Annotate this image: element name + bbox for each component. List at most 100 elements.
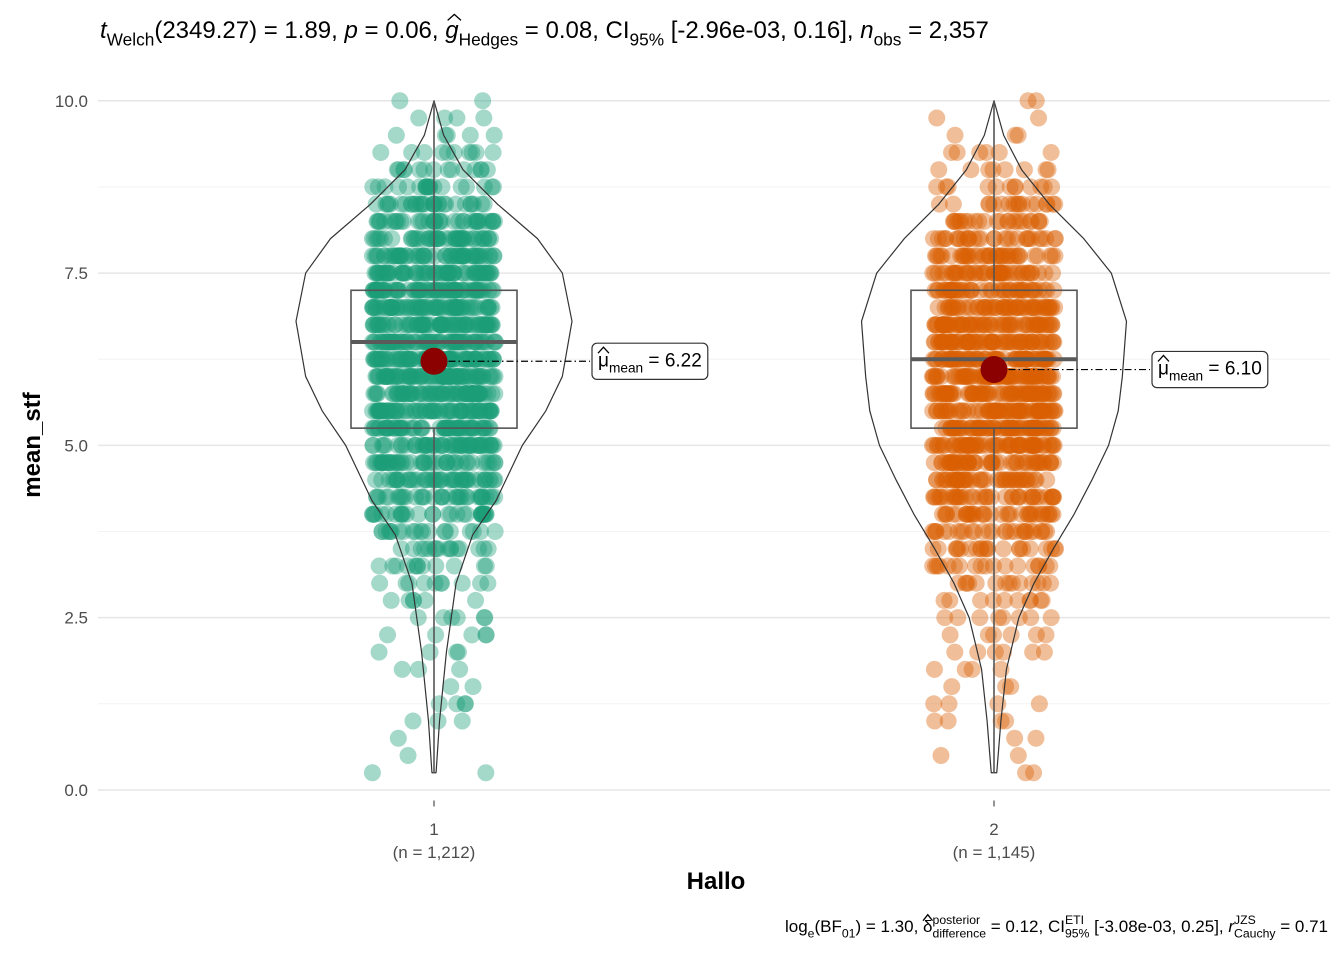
data-point: [419, 264, 437, 282]
data-point: [476, 299, 494, 317]
data-point: [443, 264, 461, 282]
text-part: g: [445, 17, 459, 44]
data-point: [381, 523, 399, 541]
data-point: [473, 488, 491, 506]
data-point: [439, 161, 457, 179]
data-point: [413, 488, 431, 506]
data-point: [454, 299, 472, 317]
data-point: [364, 505, 382, 523]
data-point: [929, 540, 947, 558]
data-point: [431, 316, 449, 334]
data-point: [406, 299, 424, 317]
data-point: [365, 316, 383, 334]
data-point: [1000, 195, 1018, 213]
data-point: [420, 454, 438, 472]
data-point: [412, 454, 430, 472]
data-point: [378, 350, 396, 368]
data-point: [454, 471, 472, 489]
data-point: [395, 264, 413, 282]
data-point: [433, 316, 451, 334]
data-point: [448, 109, 466, 127]
data-point: [413, 299, 431, 317]
data-point: [468, 299, 486, 317]
data-point: [457, 350, 475, 368]
data-point: [370, 402, 388, 420]
data-point: [433, 385, 451, 403]
data-point: [386, 350, 404, 368]
data-point: [928, 178, 946, 196]
data-point: [426, 454, 444, 472]
data-point: [427, 230, 445, 248]
data-point: [450, 230, 468, 248]
data-point: [364, 316, 382, 334]
data-point: [403, 230, 421, 248]
data-point: [365, 350, 383, 368]
data-point: [372, 350, 390, 368]
data-point: [429, 195, 447, 213]
data-point: [387, 385, 405, 403]
data-point: [427, 212, 445, 230]
data-point: [399, 747, 417, 764]
data-point: [451, 540, 469, 558]
data-point: [433, 264, 451, 282]
data-point: [401, 316, 419, 334]
data-point: [938, 505, 956, 523]
x-tick-label: 1: [429, 820, 438, 839]
data-point: [368, 316, 386, 334]
data-point: [367, 299, 385, 317]
data-point: [1034, 574, 1052, 592]
data-point: [477, 454, 495, 472]
data-point: [445, 264, 463, 282]
data-point: [447, 299, 465, 317]
data-point: [416, 540, 434, 558]
data-point: [453, 488, 471, 506]
data-point: [410, 367, 428, 385]
data-point: [392, 505, 410, 523]
data-point: [380, 316, 398, 334]
data-point: [389, 488, 407, 506]
data-point: [441, 402, 459, 420]
data-point: [420, 230, 438, 248]
data-point: [1009, 747, 1027, 764]
data-point: [426, 471, 444, 489]
data-point: [396, 488, 414, 506]
data-point: [482, 316, 500, 334]
data-point: [430, 471, 448, 489]
data-point: [474, 505, 492, 523]
text-part: 95%: [630, 30, 665, 50]
data-point: [402, 471, 420, 489]
data-point: [925, 695, 943, 713]
data-point: [997, 678, 1015, 696]
data-point: [368, 264, 386, 282]
data-point: [423, 316, 441, 334]
data-point: [446, 230, 464, 248]
data-point: [926, 557, 944, 575]
data-point: [448, 230, 466, 248]
data-point: [1006, 178, 1024, 196]
data-point: [405, 471, 423, 489]
data-point: [1038, 523, 1056, 541]
data-point: [471, 247, 489, 265]
data-point: [1017, 764, 1035, 782]
text-part: = 0.12, CI: [986, 917, 1065, 936]
data-point: [464, 385, 482, 403]
data-point: [978, 540, 996, 558]
data-point: [409, 247, 427, 265]
data-point: [955, 402, 973, 420]
data-point: [1033, 523, 1051, 541]
data-point: [461, 402, 479, 420]
data-point: [388, 350, 406, 368]
data-point: [394, 385, 412, 403]
data-point: [403, 350, 421, 368]
data-point: [1002, 626, 1020, 644]
data-point: [370, 557, 388, 575]
data-point: [467, 264, 485, 282]
data-point: [448, 643, 466, 661]
data-point: [377, 350, 395, 368]
data-point: [941, 591, 959, 609]
y-tick-label: 5.0: [64, 436, 88, 455]
data-point: [431, 316, 449, 334]
data-point: [468, 247, 486, 265]
data-point: [407, 436, 425, 454]
data-point: [376, 367, 394, 385]
